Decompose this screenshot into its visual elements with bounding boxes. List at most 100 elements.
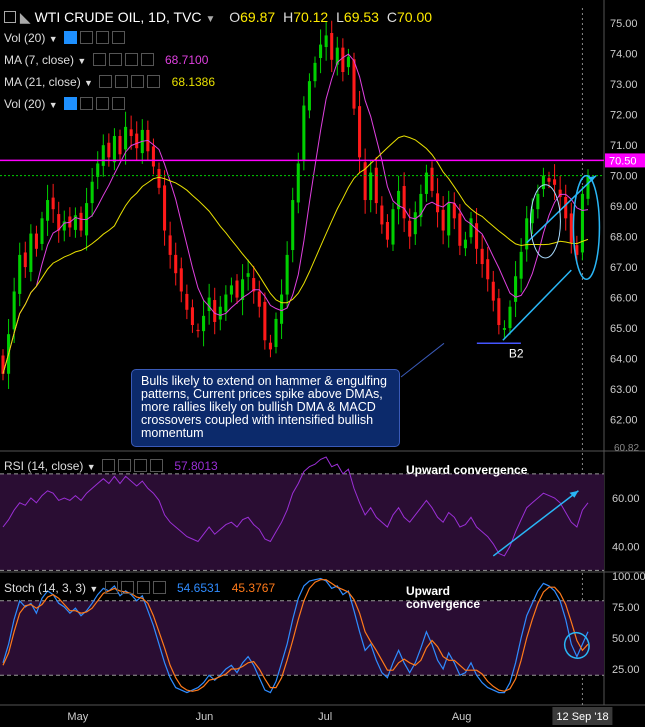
candle[interactable]: [452, 192, 456, 230]
candle[interactable]: [564, 184, 568, 231]
candle[interactable]: [413, 201, 417, 245]
candle[interactable]: [168, 221, 172, 269]
candle[interactable]: [502, 320, 506, 338]
eye-icon[interactable]: [99, 75, 113, 88]
candle[interactable]: [480, 235, 484, 278]
candle[interactable]: [369, 160, 373, 213]
chart-type-icon[interactable]: ◣: [19, 9, 31, 25]
candle[interactable]: [475, 208, 479, 264]
candle[interactable]: [391, 202, 395, 251]
eye-icon[interactable]: [101, 459, 115, 472]
close-icon[interactable]: [140, 53, 154, 66]
close-icon[interactable]: [152, 581, 166, 594]
plus-icon[interactable]: [131, 75, 145, 88]
candle[interactable]: [252, 265, 256, 304]
rsi-pane[interactable]: [0, 456, 604, 571]
candle[interactable]: [174, 242, 178, 286]
analysis-callout[interactable]: Bulls likely to extend on hammer & engul…: [131, 369, 400, 447]
candle[interactable]: [352, 52, 356, 115]
candle[interactable]: [246, 259, 250, 291]
candle[interactable]: [313, 56, 317, 88]
candle[interactable]: [79, 206, 83, 237]
candle[interactable]: [62, 210, 66, 242]
eye-icon[interactable]: [92, 53, 106, 66]
plus-icon[interactable]: [95, 97, 109, 110]
candle[interactable]: [296, 152, 300, 214]
candle[interactable]: [179, 257, 183, 303]
candle[interactable]: [385, 214, 389, 248]
chevron-down-icon[interactable]: ▼: [205, 14, 216, 25]
candle[interactable]: [319, 29, 323, 74]
candle[interactable]: [112, 128, 116, 171]
stoch-pane[interactable]: [0, 577, 604, 694]
candle[interactable]: [424, 164, 428, 202]
candle[interactable]: [458, 204, 462, 256]
candle[interactable]: [18, 242, 22, 307]
eye-icon[interactable]: [63, 31, 77, 44]
candle[interactable]: [73, 207, 77, 238]
candle[interactable]: [586, 169, 590, 206]
candle[interactable]: [486, 246, 490, 292]
candle[interactable]: [257, 280, 261, 318]
candle[interactable]: [51, 183, 55, 223]
indicator-row-vol[interactable]: Vol (20) ▼: [4, 31, 125, 45]
gear-icon[interactable]: [117, 459, 131, 472]
candle[interactable]: [157, 162, 161, 195]
chevron-down-icon[interactable]: ▼: [48, 100, 58, 110]
highlight-ellipse[interactable]: [572, 174, 601, 281]
stoch-header[interactable]: Stoch (14, 3, 3) ▼ 54.6531 45.3767: [4, 581, 275, 595]
candle[interactable]: [229, 277, 233, 303]
candle[interactable]: [307, 73, 311, 119]
price-axis[interactable]: 75.00 74.00 73.00 72.00 71.00 70.00 69.00 68.00…: [605, 18, 645, 676]
candle[interactable]: [29, 224, 33, 282]
rsi-trend-arrow[interactable]: [492, 490, 579, 557]
candle[interactable]: [57, 201, 61, 243]
candle[interactable]: [213, 287, 217, 335]
candle[interactable]: [374, 156, 378, 214]
time-axis[interactable]: MayJunJulAugSe12 Sep '18: [67, 707, 613, 725]
candle[interactable]: [23, 241, 27, 278]
candle[interactable]: [34, 225, 38, 257]
trend-arrow[interactable]: [526, 175, 597, 244]
candle[interactable]: [280, 279, 284, 339]
close-icon[interactable]: [147, 75, 161, 88]
candle[interactable]: [397, 175, 401, 225]
engulfing-ellipse[interactable]: [529, 184, 561, 259]
candle[interactable]: [129, 115, 133, 150]
indicator-row-ma21[interactable]: MA (21, close) ▼ 68.1386: [4, 75, 215, 89]
eye-icon[interactable]: [104, 581, 118, 594]
gear-icon[interactable]: [120, 581, 134, 594]
rsi-header[interactable]: RSI (14, close) ▼ 57.8013: [4, 459, 218, 473]
plus-icon[interactable]: [124, 53, 138, 66]
chevron-down-icon[interactable]: ▼: [77, 56, 87, 66]
candle[interactable]: [46, 184, 50, 236]
candle[interactable]: [291, 187, 295, 263]
candle[interactable]: [508, 300, 512, 335]
candle[interactable]: [419, 184, 423, 227]
candle[interactable]: [1, 349, 5, 381]
plus-icon[interactable]: [136, 581, 150, 594]
candle[interactable]: [330, 20, 334, 73]
candle[interactable]: [163, 170, 167, 246]
candle[interactable]: [558, 175, 562, 211]
candle[interactable]: [541, 167, 545, 197]
candle[interactable]: [107, 133, 111, 167]
candle[interactable]: [402, 172, 406, 233]
candle[interactable]: [436, 178, 440, 228]
gear-icon[interactable]: [108, 53, 122, 66]
candle[interactable]: [202, 300, 206, 347]
candle[interactable]: [469, 211, 473, 244]
candle[interactable]: [40, 211, 44, 251]
last-price-badge[interactable]: 70.50: [605, 153, 645, 168]
candle[interactable]: [224, 285, 228, 321]
candle[interactable]: [96, 151, 100, 190]
candle[interactable]: [447, 190, 451, 248]
indicator-row-vol-2[interactable]: Vol (20) ▼: [4, 97, 125, 111]
candle[interactable]: [263, 292, 267, 350]
candle[interactable]: [463, 231, 467, 257]
candle[interactable]: [430, 161, 434, 198]
candle[interactable]: [408, 208, 412, 249]
candle[interactable]: [90, 168, 94, 217]
candle[interactable]: [569, 202, 573, 254]
